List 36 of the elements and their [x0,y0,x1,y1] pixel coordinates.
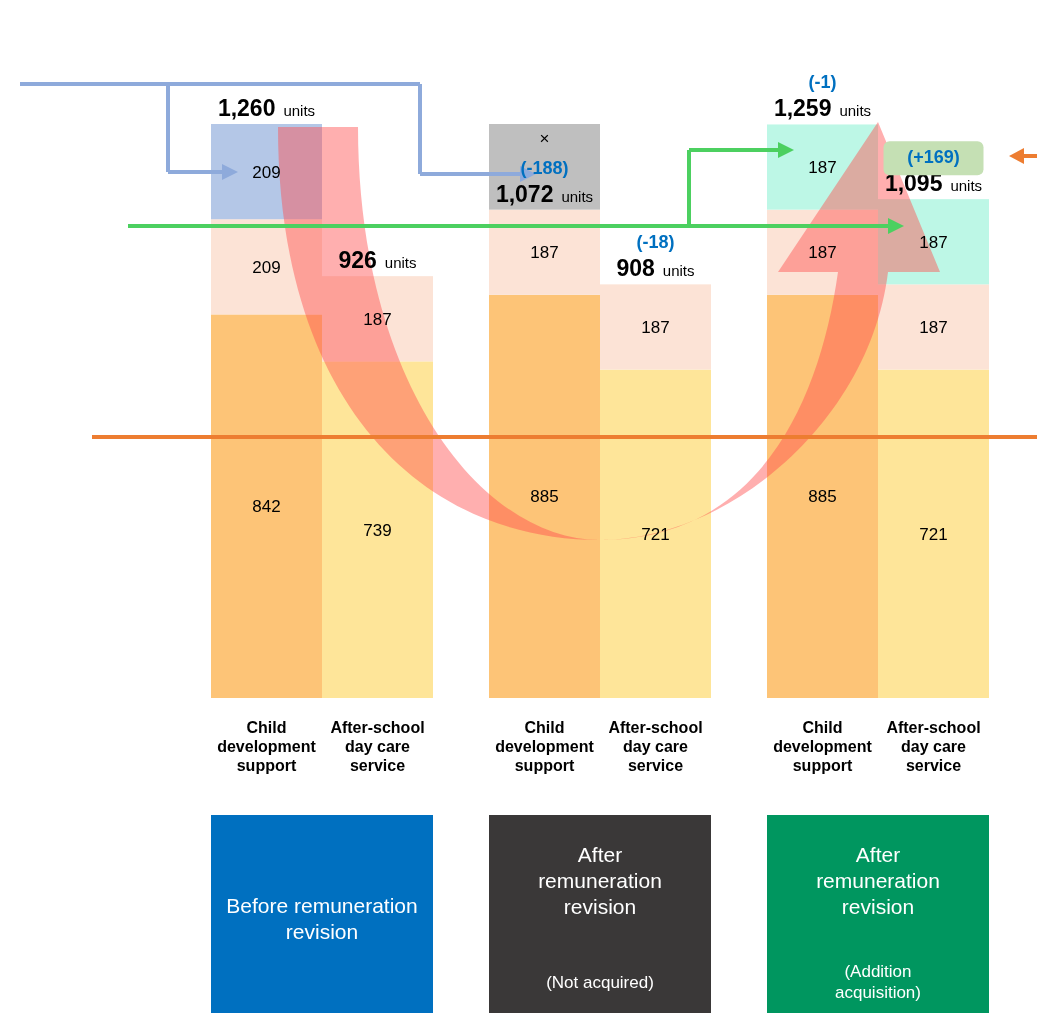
total-label: 908 units [616,255,695,282]
text: After remuneration revision [816,843,940,918]
data-label: 209 [252,257,281,277]
data-label: 187 [808,243,837,263]
x-tick-label: After-school day care service [886,719,981,774]
text: Before remuneration revision [226,894,418,943]
total-label: 1,260 units [217,95,316,121]
x-tick-label: Child development support [773,719,873,774]
x-tick-label: Child development support [495,719,595,774]
total-label: 1,072 units [495,180,594,207]
data-label: 187 [641,317,670,337]
data-label: 842 [252,497,281,517]
annotation: (+169) [907,147,960,168]
data-label: 187 [530,243,559,263]
data-label: 739 [363,520,392,540]
x-tick-label: Child development support [217,719,317,774]
data-label: 187 [919,232,948,252]
data-label: 187 [363,309,392,329]
text: (Not acquired) [546,973,654,992]
x-tick-label: After-school day care service [608,719,703,774]
text: (Addition acquisition) [835,962,921,1002]
text: After remuneration revision [538,843,662,918]
text: (-1) [808,72,837,93]
annotation: (-18) [636,232,675,253]
data-label: 885 [808,487,837,507]
annotation: × [539,129,550,148]
data-label: 187 [808,158,837,178]
total-label: 926 units [338,247,417,274]
annotation: (-188) [520,157,569,178]
x-tick-label: After-school day care service [330,719,425,774]
data-label: 885 [530,487,559,507]
data-label: 721 [919,524,948,544]
total-label: 1,259 units [773,95,872,122]
data-label: 721 [641,524,670,544]
data-label: 187 [919,317,948,337]
data-label: 209 [252,162,281,182]
